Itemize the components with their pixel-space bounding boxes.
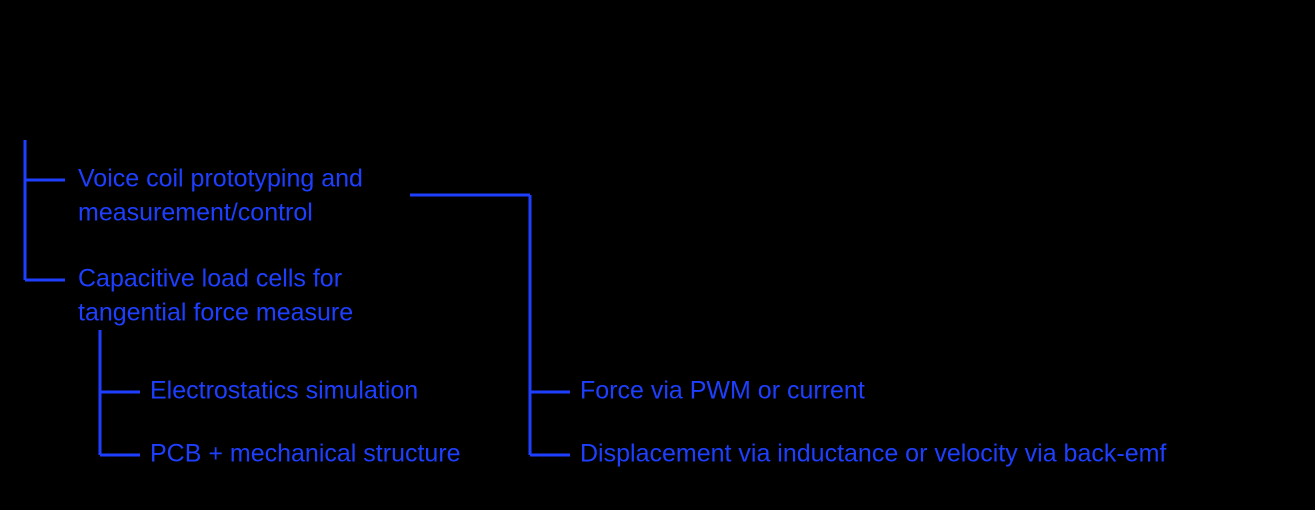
node-root_vcoil-line-1: measurement/control [78, 199, 313, 227]
node-vc_disp-line-0: Displacement via inductance or velocity … [580, 440, 1166, 468]
node-root_vcoil: Voice coil prototyping and measurement/co… [78, 165, 363, 227]
node-cap_pcb: PCB + mechanical structure [150, 440, 461, 468]
node-cap_pcb-line-0: PCB + mechanical structure [150, 440, 461, 468]
node-cap_electro-line-0: Electrostatics simulation [150, 377, 418, 405]
node-cap_electro: Electrostatics simulation [150, 377, 418, 405]
node-root_vcoil-line-0: Voice coil prototyping and [78, 165, 363, 193]
node-root_capload-line-1: tangential force measure [78, 299, 353, 327]
node-vc_disp: Displacement via inductance or velocity … [580, 440, 1166, 468]
node-root_capload: Capacitive load cells for tangential forc… [78, 265, 353, 327]
node-vc_force: Force via PWM or current [580, 377, 865, 405]
node-root_capload-line-0: Capacitive load cells for [78, 265, 342, 293]
node-vc_force-line-0: Force via PWM or current [580, 377, 865, 405]
